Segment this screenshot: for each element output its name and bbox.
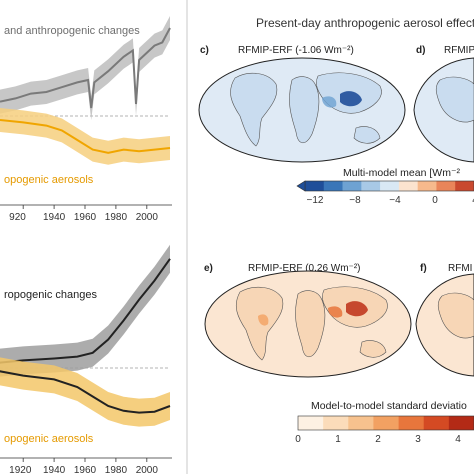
panel-b-x-ticks: 1920 1940 1960 1980 2000 xyxy=(9,458,158,474)
aerosol-region-c xyxy=(322,96,337,108)
panel-label-e: e) xyxy=(204,263,213,274)
series-line-1 xyxy=(0,119,171,154)
series-label-anthropogenic-changes: ropogenic changes xyxy=(4,289,97,301)
colorbar-swatch xyxy=(298,416,324,430)
colorbar-swatch xyxy=(417,181,437,191)
x-tick-label: 1940 xyxy=(43,212,66,223)
colorbar-swatch xyxy=(398,416,425,430)
x-tick-label: 1980 xyxy=(105,465,128,474)
colorbar-swatch xyxy=(305,181,325,191)
colorbar-swatch xyxy=(448,416,474,430)
colorbar-swatch xyxy=(361,181,381,191)
continents-e xyxy=(235,286,388,361)
map-title-c: RFMIP-ERF (-1.06 Wm⁻²) xyxy=(238,45,354,56)
colorbar-swatch xyxy=(423,416,450,430)
x-tick-label: 1960 xyxy=(74,212,97,223)
continents-f xyxy=(437,292,474,339)
sd-region-e xyxy=(328,306,343,318)
colorbar-mean-bar xyxy=(296,180,474,192)
panel-label-c: c) xyxy=(200,45,209,56)
colorbar-tick-label: 0 xyxy=(295,434,301,445)
x-tick-label: 1940 xyxy=(43,465,66,474)
colorbar-mean-ticks: −12 −8 −4 0 4 xyxy=(307,195,474,206)
colorbar-sd-bar xyxy=(297,415,474,431)
colorbar-tick-label: 2 xyxy=(375,434,381,445)
series-line-1 xyxy=(0,370,171,414)
map-panel-f: f) RFMI xyxy=(415,263,474,377)
map-title-d: RFMIP xyxy=(444,45,474,56)
series-line-0 xyxy=(0,27,171,109)
colorbar-swatch xyxy=(436,181,456,191)
x-tick-label: 2000 xyxy=(136,465,159,474)
colorbar-swatch xyxy=(380,181,400,191)
colorbar-tick-label: −8 xyxy=(349,195,361,206)
colorbar-swatch xyxy=(348,416,374,430)
x-tick-label: 920 xyxy=(9,212,26,223)
colorbar-swatch xyxy=(373,416,399,430)
colorbar-swatch xyxy=(323,416,349,430)
x-tick-label: 2000 xyxy=(136,212,159,223)
colorbar-swatch xyxy=(398,181,418,191)
series-band-0 xyxy=(0,244,170,377)
colorbar-mean: Multi-model mean [Wm⁻² −12 −8 −4 0 4 xyxy=(296,167,474,206)
colorbar-sd: Model-to-model standard deviatio 0 1 2 3 4 xyxy=(295,400,474,445)
panel-a-series-group xyxy=(0,16,171,165)
series-band-1 xyxy=(0,108,170,165)
colorbar-swatch xyxy=(455,181,474,191)
figure-title: Present-day anthropogenic aerosol effect xyxy=(256,16,474,30)
sd-hotspot-e xyxy=(346,301,368,317)
colorbar-swatch xyxy=(323,181,343,191)
colorbar-tick-label: 1 xyxy=(335,434,341,445)
colorbar-tick-label: 0 xyxy=(432,195,438,206)
panel-b-series-group xyxy=(0,244,171,427)
colorbar-tick-label: 3 xyxy=(415,434,421,445)
timeseries-panel-b: ropogenic changes opogenic aerosols 1920… xyxy=(0,244,172,474)
x-tick-label: 1920 xyxy=(9,465,32,474)
map-title-e: RFMIP-ERF (0.26 Wm⁻²) xyxy=(248,263,361,274)
map-panel-d: d) RFMIP xyxy=(413,45,474,163)
map-panel-c: c) RFMIP-ERF (-1.06 Wm⁻²) xyxy=(198,45,406,163)
sd-region-e-2 xyxy=(258,314,269,326)
colorbar-tick-label: −12 xyxy=(307,195,324,206)
colorbar-extend-low xyxy=(296,180,306,192)
x-tick-label: 1980 xyxy=(105,212,128,223)
aerosol-hotspot-c xyxy=(340,91,362,107)
colorbar-swatch xyxy=(342,181,362,191)
colorbar-tick-label: −4 xyxy=(389,195,401,206)
colorbar-sd-title: Model-to-model standard deviatio xyxy=(311,400,467,412)
colorbar-tick-label: 4 xyxy=(472,195,474,206)
panel-label-f: f) xyxy=(420,263,427,274)
x-tick-label: 1960 xyxy=(74,465,97,474)
series-label-anthropogenic-changes: and anthropogenic changes xyxy=(4,25,140,37)
continents-c xyxy=(230,72,382,147)
series-label-anthropogenic-aerosols: opogenic aerosols xyxy=(4,433,94,445)
series-line-0 xyxy=(0,258,171,364)
series-band-0 xyxy=(0,16,170,120)
colorbar-sd-ticks: 0 1 2 3 4 xyxy=(295,434,461,445)
panel-label-d: d) xyxy=(416,45,425,56)
colorbar-tick-label: 4 xyxy=(455,434,461,445)
series-label-anthropogenic-aerosols: opogenic aerosols xyxy=(4,174,94,186)
colorbar-mean-title: Multi-model mean [Wm⁻² xyxy=(343,167,460,179)
timeseries-panel-a: and anthropogenic changes opogenic aeros… xyxy=(0,16,172,223)
continents-d xyxy=(435,76,474,123)
map-title-f: RFMI xyxy=(448,263,472,274)
colorbar-outline xyxy=(297,415,474,431)
panel-a-x-ticks: 920 1940 1960 1980 2000 xyxy=(9,205,158,223)
map-panel-e: e) RFMIP-ERF (0.26 Wm⁻²) xyxy=(204,263,412,378)
